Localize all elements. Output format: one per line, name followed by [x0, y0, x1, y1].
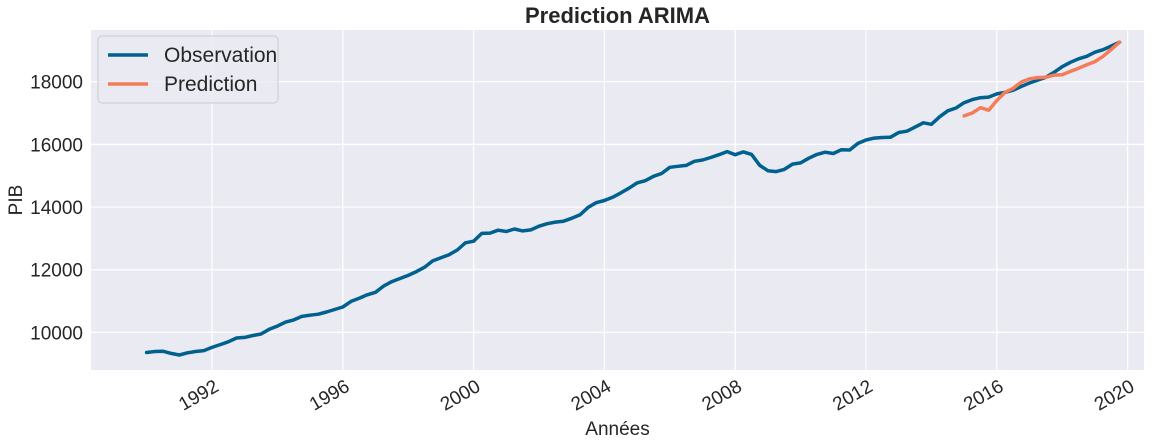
y-tick-label: 12000 [30, 261, 83, 282]
x-tick-label: 2012 [829, 376, 876, 415]
series-layer [144, 40, 1122, 357]
legend-box [97, 35, 279, 104]
x-tick-label: 2000 [437, 376, 484, 415]
y-tick-label: 16000 [30, 135, 83, 156]
x-axis-label: Années [585, 419, 649, 440]
legend: Observation Prediction [97, 35, 279, 104]
series-line-observation [144, 40, 1122, 357]
x-tick-label: 1992 [175, 376, 222, 415]
grid [91, 30, 1144, 370]
y-tick-label: 18000 [30, 73, 83, 94]
x-tick-label: 2020 [1091, 376, 1138, 415]
legend-label-observation: Observation [164, 44, 277, 67]
y-tick-label: 14000 [30, 198, 83, 219]
legend-label-prediction: Prediction [164, 73, 257, 96]
y-axis-label: PIB [6, 185, 27, 216]
y-axis: 10000 12000 14000 16000 18000 [30, 73, 83, 345]
x-tick-label: 1996 [306, 376, 353, 415]
x-tick-label: 2004 [568, 376, 615, 416]
x-axis: 1992 1996 2000 2004 2008 2012 2016 2020 [175, 376, 1138, 416]
chart-title: Prediction ARIMA [525, 3, 710, 28]
series-line-prediction [962, 40, 1122, 118]
x-tick-label: 2008 [699, 376, 746, 415]
y-tick-label: 10000 [30, 323, 83, 344]
x-tick-label: 2016 [960, 376, 1007, 415]
